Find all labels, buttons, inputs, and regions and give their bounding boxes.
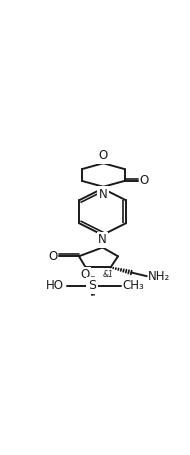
Text: O: O [80, 268, 89, 281]
Text: N: N [99, 187, 108, 201]
Text: O: O [88, 281, 98, 293]
Text: NH₂: NH₂ [148, 270, 170, 283]
Text: S: S [88, 279, 96, 292]
Text: HO: HO [46, 279, 63, 292]
Text: O: O [49, 250, 58, 263]
Text: &1: &1 [102, 270, 113, 279]
Text: O: O [99, 149, 108, 162]
Text: O: O [88, 278, 98, 291]
Text: O: O [139, 174, 148, 187]
Text: N: N [98, 233, 107, 247]
Text: CH₃: CH₃ [122, 279, 144, 292]
